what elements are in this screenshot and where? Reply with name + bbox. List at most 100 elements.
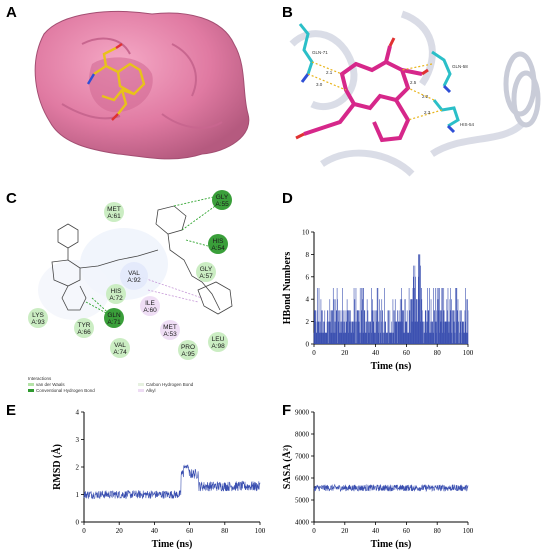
legend-item-hbond: Conventional Hydrogen Bond	[36, 388, 95, 393]
x-tick-label: 20	[116, 527, 124, 535]
protein-surface-image	[34, 10, 250, 160]
rmsd-line	[83, 464, 261, 500]
residue-number: A:72	[109, 295, 123, 302]
residue-number: A:74	[113, 349, 127, 356]
binding-pocket-image: GLN-71 GLN-58 HIS-54 2.1 3.0 2.5 2.2 2.3	[289, 10, 541, 177]
residue-disc	[208, 332, 228, 352]
distance-label: 2.3	[424, 110, 431, 115]
y-tick-label: 1	[76, 491, 80, 499]
legend-item-vdw: van der Waals	[36, 382, 65, 387]
x-tick-label: 0	[312, 527, 316, 535]
residue-disc	[104, 308, 124, 328]
y-tick-label: 4	[306, 296, 310, 304]
x-tick-label: 60	[403, 527, 411, 535]
residue-name: HIS	[111, 288, 123, 295]
distance-label: 2.5	[410, 80, 417, 85]
residue-label-gln58: GLN-58	[452, 64, 468, 69]
residue-disc	[178, 340, 198, 360]
legend-item-ch-bond: Carbon Hydrogen Bond	[146, 382, 194, 387]
chart-f-sasa: 0 20 40 60 80 100 4000 5000 6000 7000 8000 9000 Time…	[282, 409, 474, 551]
residue-number: A:61	[107, 213, 121, 220]
residue-name: MET	[163, 324, 177, 331]
x-tick-label: 100	[255, 527, 266, 535]
residue-name: HIS	[213, 238, 225, 245]
interaction-2d-diagram: GLYA:55META:61HISA:54GLYA:57VALA:92HISA:…	[28, 190, 233, 393]
y-tick-label: 3	[76, 436, 80, 444]
y-axis-label: HBond Numbers	[282, 252, 293, 325]
residue-disc	[208, 234, 228, 254]
y-tick-label: 2	[76, 464, 80, 472]
panel-label-d: D	[282, 190, 293, 207]
distance-label: 3.0	[316, 82, 323, 87]
x-tick-label: 20	[341, 349, 349, 357]
panel-label-b: B	[282, 4, 293, 21]
residue-name: GLY	[200, 266, 213, 273]
y-axis-label: RMSD (Å)	[51, 444, 63, 490]
residue-disc	[106, 284, 126, 304]
residue-disc	[120, 262, 148, 290]
panel-label-e: E	[6, 402, 17, 419]
residue-number: A:93	[31, 319, 45, 326]
x-tick-label: 80	[434, 349, 442, 357]
y-tick-label: 0	[306, 341, 310, 349]
x-tick-label: 40	[372, 527, 380, 535]
residue-number: A:54	[211, 245, 225, 252]
residue-number: A:71	[107, 319, 121, 326]
x-tick-label: 40	[151, 527, 159, 535]
x-tick-label: 100	[463, 527, 474, 535]
residue-disc	[104, 202, 124, 222]
sasa-line	[313, 483, 469, 493]
y-tick-label: 6	[306, 273, 310, 281]
x-tick-label: 60	[186, 527, 194, 535]
residue-name: ILE	[145, 300, 155, 307]
residue-name: VAL	[114, 342, 126, 349]
x-axis-label: Time (ns)	[152, 539, 193, 550]
residue-disc	[212, 190, 232, 210]
x-tick-label: 20	[341, 527, 349, 535]
residue-label-gln71: GLN-71	[312, 50, 328, 55]
panel-label-c: C	[6, 190, 17, 207]
panel-label-f: F	[282, 402, 292, 419]
residue-name: VAL	[128, 270, 140, 277]
x-tick-label: 0	[312, 349, 316, 357]
residue-number: A:66	[77, 329, 91, 336]
y-tick-label: 7000	[295, 453, 310, 461]
residue-name: GLN	[107, 312, 121, 319]
residue-label-his54: HIS-54	[460, 122, 475, 127]
residue-disc	[160, 320, 180, 340]
residue-number: A:60	[143, 307, 157, 314]
distance-label: 2.1	[326, 70, 333, 75]
residue-disc	[74, 318, 94, 338]
residue-number: A:55	[215, 201, 229, 208]
residue-name: PRO	[181, 344, 195, 351]
legend-item-alkyl: Alkyl	[146, 388, 156, 393]
chart-e-rmsd: 0 20 40 60 80 100 0 1 2 3 4 Time (ns) RMSD (Å)	[51, 409, 266, 551]
hbond-bars	[313, 254, 469, 344]
x-tick-label: 40	[372, 349, 380, 357]
legend-title: Interactions	[28, 376, 52, 381]
residue-name: LYS	[32, 312, 44, 319]
residue-disc	[110, 338, 130, 358]
residue-number: A:92	[127, 277, 141, 284]
residue-number: A:57	[199, 273, 213, 280]
y-tick-label: 9000	[295, 409, 310, 417]
residue-disc	[140, 296, 160, 316]
residue-number: A:98	[211, 343, 225, 350]
y-tick-label: 10	[302, 229, 310, 237]
residue-number: A:53	[163, 331, 177, 338]
residue-disc	[196, 262, 216, 282]
y-axis-label: SASA (Å²)	[282, 445, 293, 489]
residue-disc	[28, 308, 48, 328]
ligand-sticks	[93, 46, 146, 115]
